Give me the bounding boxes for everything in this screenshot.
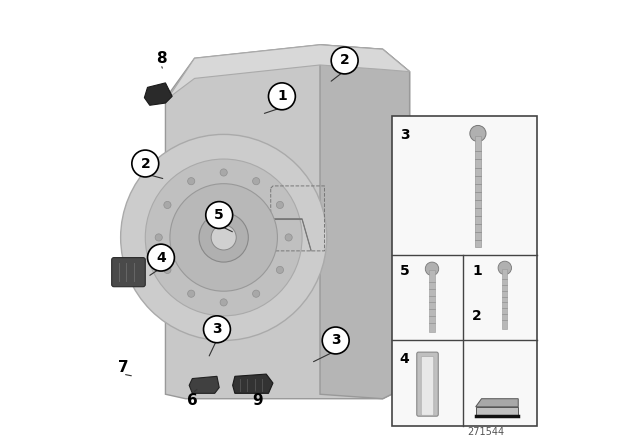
Text: 9: 9	[252, 393, 262, 409]
Text: 8: 8	[156, 51, 166, 66]
Polygon shape	[145, 83, 172, 105]
FancyBboxPatch shape	[417, 352, 438, 416]
Circle shape	[132, 150, 159, 177]
Polygon shape	[233, 374, 273, 393]
Text: 2: 2	[340, 53, 349, 68]
Circle shape	[199, 213, 248, 262]
Text: 2: 2	[472, 309, 482, 323]
Circle shape	[220, 299, 227, 306]
Circle shape	[323, 327, 349, 354]
Text: 4: 4	[400, 352, 410, 366]
Text: 3: 3	[212, 322, 222, 336]
Circle shape	[253, 177, 260, 185]
Circle shape	[470, 125, 486, 142]
Circle shape	[332, 47, 358, 74]
Text: 2: 2	[140, 156, 150, 171]
Polygon shape	[168, 45, 410, 99]
Circle shape	[253, 290, 260, 297]
Polygon shape	[476, 399, 518, 407]
Polygon shape	[320, 45, 410, 399]
Circle shape	[425, 262, 439, 276]
Text: 5: 5	[214, 208, 224, 222]
Circle shape	[498, 261, 511, 275]
Circle shape	[276, 202, 284, 209]
Circle shape	[164, 266, 171, 273]
Circle shape	[220, 169, 227, 176]
Text: 3: 3	[331, 333, 340, 348]
Text: 6: 6	[187, 393, 198, 409]
Polygon shape	[476, 407, 518, 416]
Bar	[392, 116, 538, 426]
Circle shape	[155, 234, 163, 241]
Text: 4: 4	[156, 250, 166, 265]
Text: 1: 1	[472, 264, 482, 278]
Circle shape	[148, 244, 174, 271]
Circle shape	[276, 266, 284, 273]
Circle shape	[206, 202, 233, 228]
Circle shape	[204, 316, 230, 343]
Bar	[475, 136, 481, 247]
Circle shape	[188, 290, 195, 297]
Bar	[502, 269, 508, 329]
FancyBboxPatch shape	[112, 258, 145, 287]
Text: 271544: 271544	[467, 427, 504, 437]
Text: 7: 7	[118, 360, 128, 375]
Text: 3: 3	[400, 128, 410, 142]
Circle shape	[120, 134, 327, 340]
FancyBboxPatch shape	[421, 357, 434, 415]
Circle shape	[188, 177, 195, 185]
Circle shape	[164, 202, 171, 209]
Text: 1: 1	[277, 89, 287, 103]
Polygon shape	[189, 376, 220, 393]
Circle shape	[145, 159, 302, 316]
Circle shape	[285, 234, 292, 241]
Polygon shape	[165, 45, 410, 399]
Circle shape	[269, 83, 296, 110]
Text: 5: 5	[400, 264, 410, 278]
Bar	[429, 270, 435, 332]
Circle shape	[170, 184, 278, 291]
Circle shape	[211, 225, 236, 250]
